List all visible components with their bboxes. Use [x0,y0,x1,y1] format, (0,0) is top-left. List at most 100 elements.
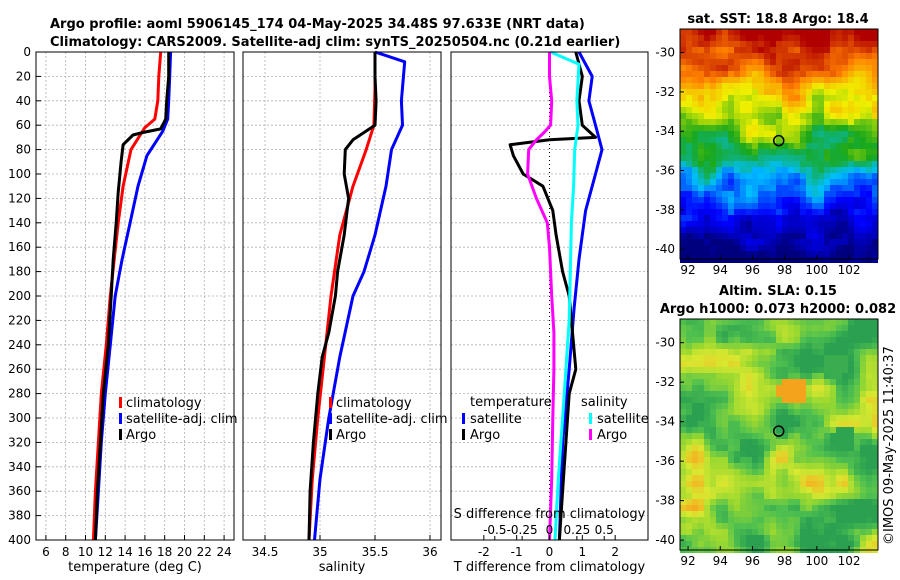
s-tick-label: 0 [546,523,554,537]
heatmap-cell [740,373,746,379]
heatmap-cell [692,251,698,257]
heatmap-cell [728,227,734,233]
heatmap-cell [818,41,824,47]
heatmap-cell [686,47,692,53]
heatmap-cell [758,451,764,457]
heatmap-cell [842,499,848,505]
heatmap-cell [794,397,800,403]
heatmap-cell [710,391,716,397]
heatmap-cell [764,529,770,535]
heatmap-cell [776,409,782,415]
heatmap-cell [680,221,686,227]
heatmap-cell [734,373,740,379]
heatmap-cell [680,487,686,493]
heatmap-cell [746,427,752,433]
heatmap-cell [770,149,776,155]
heatmap-cell [770,469,776,475]
heatmap-cell [746,397,752,403]
heatmap-cell [800,47,806,53]
heatmap-cell [722,239,728,245]
x-tick-label: 34.5 [252,545,279,559]
heatmap-cell [698,245,704,251]
heatmap-cell [686,191,692,197]
heatmap-cell [752,101,758,107]
heatmap-cell [728,415,734,421]
heatmap-cell [758,89,764,95]
heatmap-cell [824,41,830,47]
heatmap-cell [836,221,842,227]
y-tick-label: 300 [8,411,31,425]
heatmap-cell [854,251,860,257]
heatmap-cell [794,499,800,505]
heatmap-cell [776,167,782,173]
heatmap-cell [680,245,686,251]
heatmap-cell [836,215,842,221]
heatmap-cell [746,379,752,385]
heatmap-cell [692,499,698,505]
heatmap-cell [740,167,746,173]
heatmap-cell [770,433,776,439]
heatmap-cell [848,343,854,349]
heatmap-cell [686,35,692,41]
heatmap-cell [866,445,872,451]
heatmap-cell [770,179,776,185]
heatmap-cell [836,457,842,463]
heatmap-cell [854,161,860,167]
heatmap-cell [698,403,704,409]
heatmap-cell [824,523,830,529]
map-x-tick-label: 92 [680,554,695,568]
heatmap-cell [866,113,872,119]
heatmap-cell [824,379,830,385]
heatmap-cell [698,481,704,487]
heatmap-cell [722,409,728,415]
heatmap-cell [758,59,764,65]
heatmap-cell [854,137,860,143]
heatmap-cell [818,71,824,77]
heatmap-cell [818,89,824,95]
heatmap-cell [818,493,824,499]
heatmap-cell [824,403,830,409]
heatmap-cell [704,71,710,77]
heatmap-cell [716,53,722,59]
heatmap-cell [770,529,776,535]
heatmap-cell [764,463,770,469]
heatmap-cell [686,541,692,547]
heatmap-cell [800,511,806,517]
heatmap-cell [854,457,860,463]
heatmap-cell [710,95,716,101]
heatmap-cell [806,233,812,239]
heatmap-cell [746,65,752,71]
heatmap-cell [824,529,830,535]
heatmap-cell [734,149,740,155]
heatmap-cell [800,487,806,493]
heatmap-cell [818,227,824,233]
heatmap-cell [782,343,788,349]
heatmap-cell [692,197,698,203]
heatmap-cell [728,251,734,257]
map-x-tick-label: 96 [745,554,760,568]
heatmap-cell [764,197,770,203]
heatmap-cell [782,239,788,245]
heatmap-cell [728,113,734,119]
heatmap-cell [770,155,776,161]
heatmap-cell [812,203,818,209]
heatmap-cell [818,385,824,391]
heatmap-cell [848,95,854,101]
heatmap-cell [848,245,854,251]
heatmap-cell [860,77,866,83]
heatmap-cell [812,179,818,185]
heatmap-cell [770,209,776,215]
heatmap-cell [818,331,824,337]
heatmap-cell [704,101,710,107]
heatmap-cell [860,167,866,173]
heatmap-cell [854,215,860,221]
map-y-tick-label: -30 [655,336,675,350]
heatmap-cell [872,433,878,439]
heatmap-cell [686,29,692,35]
heatmap-cell [854,511,860,517]
heatmap-cell [836,149,842,155]
heatmap-cell [704,445,710,451]
heatmap-cell [872,239,878,245]
heatmap-cell [710,107,716,113]
heatmap-cell [794,167,800,173]
